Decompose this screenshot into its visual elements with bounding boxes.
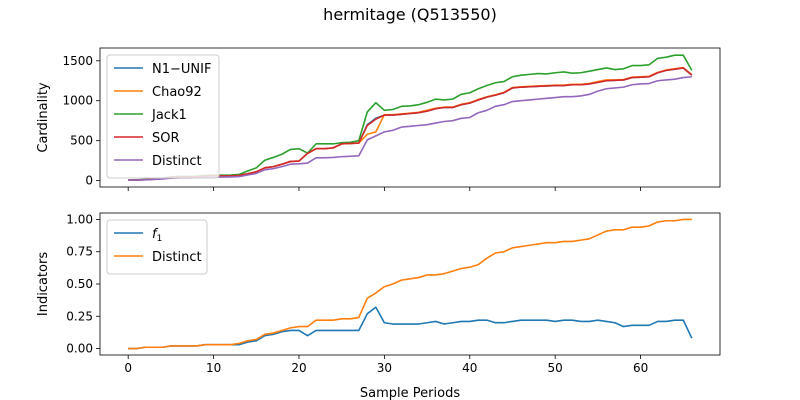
- y-axis-label: Cardinality: [36, 82, 51, 153]
- x-tick-label: 20: [291, 361, 306, 375]
- legend-label-0: f1: [152, 227, 162, 244]
- y-tick-label: 1.00: [66, 212, 93, 226]
- y-tick-label: 1500: [62, 54, 93, 68]
- y-tick-label: 0.00: [66, 342, 93, 356]
- legend-label-4: Distinct: [152, 154, 202, 169]
- legend-label-2: Jack1: [151, 108, 187, 123]
- legend-box: [106, 54, 220, 179]
- figure-title: hermitage (Q513550): [323, 5, 497, 24]
- y-tick-label: 500: [70, 134, 93, 148]
- x-tick-label: 30: [377, 361, 392, 375]
- y-axis-label: Indicators: [36, 252, 51, 316]
- x-tick-label: 60: [633, 361, 648, 375]
- legend-label-1: Chao92: [152, 85, 202, 100]
- x-tick-label: 40: [462, 361, 477, 375]
- x-tick-label: 50: [548, 361, 563, 375]
- y-tick-label: 0.25: [66, 309, 93, 323]
- series-line-3: [128, 67, 693, 182]
- x-tick-label: 10: [206, 361, 221, 375]
- y-tick-label: 0: [85, 174, 93, 188]
- series-line-1: [128, 218, 692, 350]
- x-axis-label: Sample Periods: [360, 386, 460, 400]
- x-tick-label: 0: [124, 361, 132, 375]
- axes-frame: [99, 47, 721, 188]
- y-tick-label: 0.50: [66, 277, 93, 291]
- legend-label-0: N1−UNIF: [152, 62, 211, 77]
- axes-frame: [99, 212, 721, 356]
- legend-label-1: Distinct: [152, 250, 202, 265]
- series-line-4: [128, 75, 692, 182]
- panel-top-cardinality: 0 500 1000 1500 Cardinality N1−UNIF Chao92 Jack…: [36, 47, 721, 191]
- legend-label-3: SOR: [152, 131, 180, 146]
- legend-box: [106, 219, 208, 275]
- y-tick-label: 0.75: [66, 245, 93, 259]
- panel-bottom-indicators: 0 10 20 30 40 50 60 0.00 0.25 0.50 0.75 1.00 Indicat…: [36, 212, 721, 400]
- y-tick-label: 1000: [62, 94, 93, 108]
